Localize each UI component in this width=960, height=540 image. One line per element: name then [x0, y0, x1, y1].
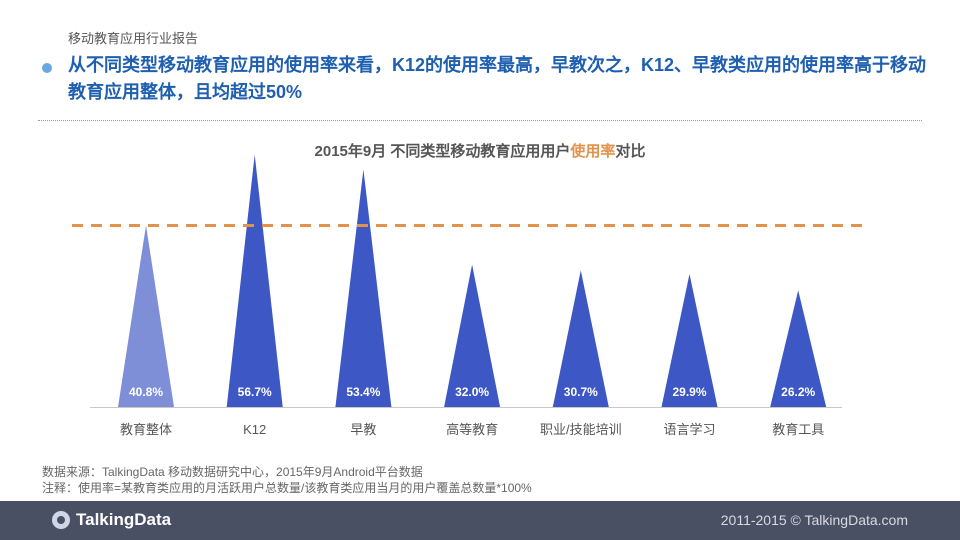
- chart-title-highlight: 使用率: [570, 143, 616, 160]
- peak-bar-2: [226, 154, 283, 407]
- report-label: 移动教育应用行业报告: [68, 31, 199, 46]
- chart-title: 2015年9月 不同类型移动教育应用用户使用率对比: [0, 140, 960, 161]
- chart-title-suffix: 对比: [615, 143, 646, 160]
- peak-bar-7: [770, 290, 827, 407]
- category-label-5: 职业/技能培训: [540, 422, 622, 437]
- peak-bar-5: [552, 270, 609, 407]
- value-label-6: 29.9%: [672, 385, 706, 399]
- data-source-note: 数据来源：TalkingData 移动数据研究中心，2015年9月Android…: [42, 465, 423, 479]
- value-label-2: 56.7%: [238, 385, 272, 399]
- footer-bar: TalkingData 2011-2015 © TalkingData.com: [0, 501, 960, 540]
- logo-icon: [52, 511, 70, 529]
- value-label-1: 40.8%: [129, 385, 163, 399]
- value-label-5: 30.7%: [564, 385, 598, 399]
- value-label-4: 32.0%: [455, 385, 489, 399]
- category-label-7: 教育工具: [772, 422, 824, 437]
- category-label-3: 早教: [350, 422, 376, 437]
- value-label-7: 26.2%: [781, 385, 815, 399]
- dotted-divider: [38, 120, 922, 121]
- chart-title-prefix: 2015年9月 不同类型移动教育应用用户: [314, 143, 571, 160]
- category-label-4: 高等教育: [446, 422, 498, 437]
- category-label-2: K12: [243, 422, 266, 437]
- talkingdata-logo: TalkingData: [52, 510, 171, 530]
- value-label-3: 53.4%: [346, 385, 380, 399]
- footnotes: 数据来源：TalkingData 移动数据研究中心，2015年9月Android…: [42, 464, 532, 496]
- peak-bar-4: [444, 264, 501, 407]
- peak-bar-3: [335, 169, 392, 407]
- peak-bar-1: [118, 225, 174, 407]
- category-label-6: 语言学习: [663, 422, 715, 437]
- copyright: 2011-2015 © TalkingData.com: [720, 512, 908, 528]
- logo-text: TalkingData: [76, 510, 172, 529]
- peak-bar-6: [661, 273, 718, 407]
- headline-block: 从不同类型移动教育应用的使用率来看，K12的使用率最高，早教次之，K12、早教类…: [42, 52, 932, 106]
- category-label-1: 教育整体: [120, 422, 172, 437]
- bullet-icon: [42, 63, 52, 73]
- headline: 从不同类型移动教育应用的使用率来看，K12的使用率最高，早教次之，K12、早教类…: [68, 55, 927, 102]
- definition-note: 注释：使用率=某教育类应用的月活跃用户总数量/该教育类应用当月的用户覆盖总数量*…: [42, 481, 532, 495]
